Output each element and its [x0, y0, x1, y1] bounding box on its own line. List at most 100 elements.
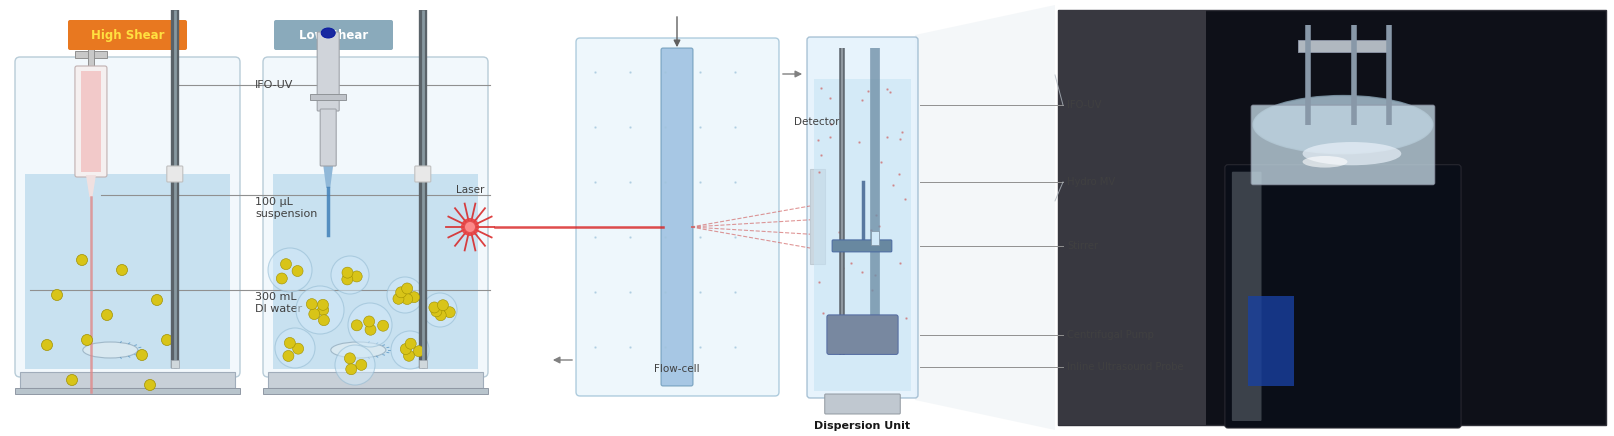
Circle shape — [161, 334, 173, 345]
Bar — [15, 388, 240, 394]
Bar — [1059, 10, 1206, 425]
FancyBboxPatch shape — [825, 394, 901, 414]
Bar — [81, 71, 102, 172]
Circle shape — [387, 277, 423, 313]
Circle shape — [365, 324, 376, 335]
Circle shape — [352, 320, 362, 331]
Circle shape — [400, 344, 412, 354]
Circle shape — [268, 248, 312, 292]
Circle shape — [405, 338, 416, 349]
Ellipse shape — [1252, 95, 1433, 153]
Circle shape — [152, 294, 163, 306]
Circle shape — [281, 259, 292, 269]
Circle shape — [282, 351, 294, 361]
Circle shape — [363, 316, 374, 327]
Polygon shape — [86, 175, 95, 197]
Text: Centrifugal Pump: Centrifugal Pump — [1067, 330, 1154, 340]
Circle shape — [392, 293, 404, 304]
Circle shape — [402, 293, 413, 304]
Text: IFO-UV: IFO-UV — [255, 80, 294, 90]
Circle shape — [66, 375, 77, 385]
FancyBboxPatch shape — [826, 315, 897, 354]
Bar — [24, 174, 231, 369]
Circle shape — [352, 271, 362, 282]
FancyBboxPatch shape — [318, 32, 339, 111]
Circle shape — [276, 273, 287, 284]
Bar — [310, 94, 345, 100]
Circle shape — [437, 300, 449, 311]
Ellipse shape — [1302, 156, 1348, 167]
FancyBboxPatch shape — [415, 166, 431, 182]
Circle shape — [318, 304, 329, 315]
FancyBboxPatch shape — [1231, 172, 1262, 421]
Circle shape — [408, 292, 420, 303]
Circle shape — [318, 300, 329, 310]
Circle shape — [292, 343, 303, 354]
Text: Inline Ultrasound Probe: Inline Ultrasound Probe — [1067, 361, 1183, 371]
Circle shape — [137, 350, 147, 361]
Circle shape — [355, 359, 366, 370]
Circle shape — [436, 310, 445, 321]
Circle shape — [395, 287, 407, 298]
Circle shape — [274, 328, 315, 368]
Circle shape — [462, 218, 479, 236]
FancyBboxPatch shape — [1225, 165, 1461, 428]
Text: Stirrer: Stirrer — [1067, 241, 1098, 251]
FancyBboxPatch shape — [68, 20, 187, 50]
Circle shape — [331, 256, 370, 294]
FancyBboxPatch shape — [263, 57, 487, 377]
Circle shape — [292, 266, 303, 276]
Circle shape — [378, 320, 389, 331]
Text: 100 μL
suspension: 100 μL suspension — [255, 197, 318, 218]
Circle shape — [431, 306, 442, 317]
Circle shape — [344, 353, 355, 364]
Polygon shape — [323, 165, 332, 188]
FancyBboxPatch shape — [576, 38, 780, 396]
Bar — [263, 388, 487, 394]
Text: Laser: Laser — [455, 185, 484, 195]
Text: High Shear: High Shear — [90, 28, 165, 41]
Circle shape — [102, 310, 113, 320]
Text: Hydro MV: Hydro MV — [1067, 177, 1115, 187]
Text: Detector: Detector — [794, 117, 839, 127]
FancyBboxPatch shape — [74, 66, 107, 177]
Circle shape — [402, 283, 413, 294]
Bar — [813, 78, 910, 391]
Circle shape — [295, 286, 344, 334]
Circle shape — [423, 293, 457, 327]
Circle shape — [42, 340, 53, 351]
FancyBboxPatch shape — [274, 20, 392, 50]
Circle shape — [116, 265, 128, 276]
FancyBboxPatch shape — [1251, 105, 1435, 185]
FancyBboxPatch shape — [807, 37, 918, 398]
Circle shape — [145, 379, 155, 391]
Circle shape — [342, 274, 353, 285]
FancyBboxPatch shape — [320, 109, 336, 166]
Circle shape — [81, 334, 92, 345]
Polygon shape — [915, 5, 1056, 430]
Bar — [872, 231, 880, 245]
Circle shape — [336, 345, 374, 385]
Text: IFO-UV: IFO-UV — [1067, 100, 1101, 110]
Bar — [74, 51, 107, 58]
Bar — [810, 169, 825, 264]
Text: Low Shear: Low Shear — [299, 28, 368, 41]
Circle shape — [76, 255, 87, 266]
Bar — [19, 372, 236, 388]
Circle shape — [429, 302, 441, 313]
Bar — [87, 46, 94, 68]
Circle shape — [284, 337, 295, 348]
Text: Flow-cell: Flow-cell — [654, 364, 700, 374]
Text: 300 mL
DI water: 300 mL DI water — [255, 292, 302, 313]
Circle shape — [345, 364, 357, 375]
Bar — [268, 372, 483, 388]
Bar — [1248, 296, 1294, 386]
Circle shape — [307, 299, 318, 310]
Circle shape — [391, 331, 429, 369]
Bar — [273, 174, 478, 369]
Bar — [1059, 10, 1606, 425]
FancyBboxPatch shape — [662, 48, 692, 386]
Circle shape — [342, 267, 353, 278]
Circle shape — [465, 222, 475, 232]
Circle shape — [444, 307, 455, 318]
